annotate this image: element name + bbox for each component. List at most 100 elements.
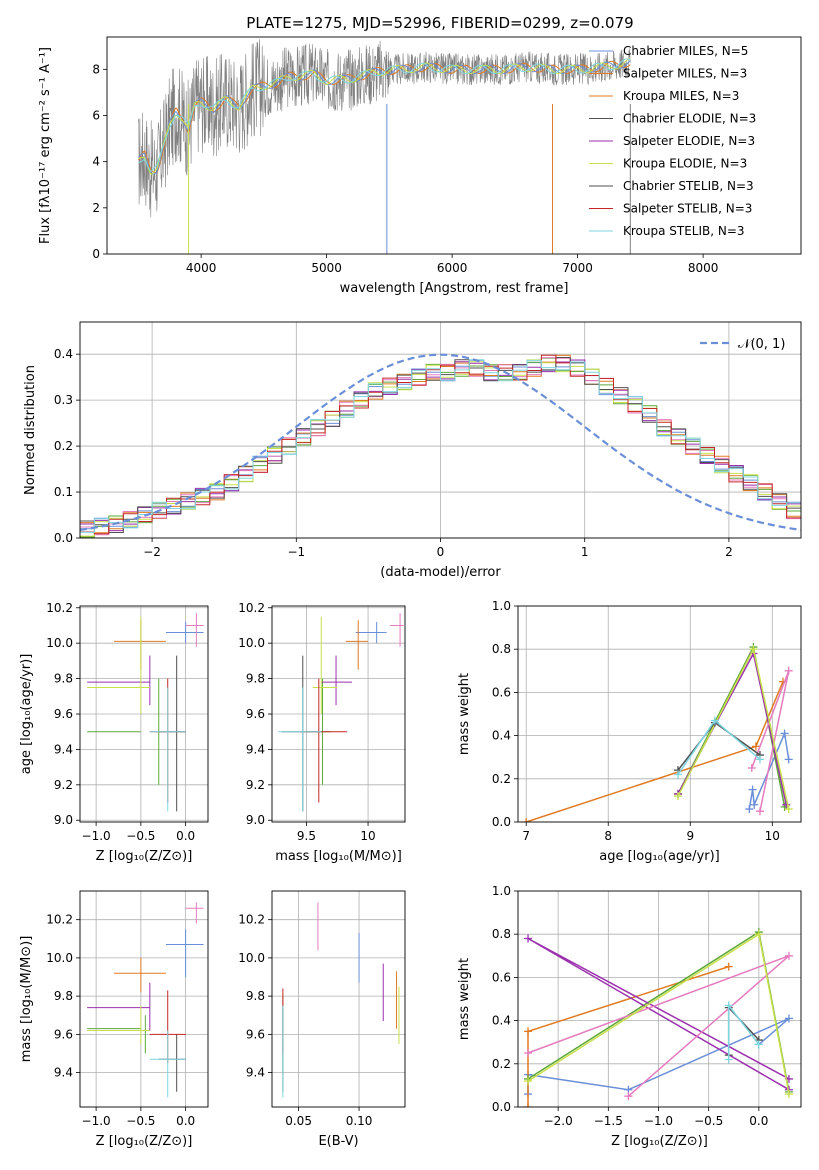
- x-tick-label: −1.5: [594, 1114, 623, 1128]
- x-tick-label: 8000: [688, 261, 719, 275]
- x-tick-label: −0.5: [694, 1114, 723, 1128]
- weight-marker: [524, 1027, 533, 1036]
- y-tick-label: 10.0: [46, 951, 73, 965]
- y-tick-label: 10.2: [46, 601, 73, 615]
- y-tick-label: 0.4: [492, 1014, 511, 1028]
- weight-marker: [784, 805, 793, 814]
- weight-marker: [624, 1092, 633, 1101]
- x-tick-label: −1.0: [82, 829, 111, 843]
- weight-marker: [673, 770, 682, 779]
- weight-marker: [748, 785, 757, 794]
- y-tick-label: 0.0: [492, 815, 511, 829]
- panel-age-vs-Z: −1.0 −0.5 0.0 9.0 9.2 9.4 9.6 9.8 10.0 10.2 Z [log…: [19, 601, 209, 864]
- weight-marker: [524, 1077, 533, 1086]
- axes-frame: [517, 605, 802, 823]
- x-tick-label: 10: [360, 829, 375, 843]
- y-axis-label: mass weight: [457, 958, 472, 1040]
- x-tick-label: −0.5: [126, 1114, 155, 1128]
- x-tick-label: −0.5: [126, 829, 155, 843]
- y-tick-label: 4: [92, 155, 100, 169]
- model-spectrum-line: [138, 57, 631, 176]
- y-tick-label: 10.2: [238, 601, 265, 615]
- y-tick-label: 9.8: [54, 672, 73, 686]
- x-tick-label: 8: [604, 829, 612, 843]
- y-tick-label: 0.8: [492, 927, 511, 941]
- y-axis-label: mass [log₁₀(M/M⊙)]: [19, 936, 34, 1063]
- legend-label: Salpeter MILES, N=3: [623, 67, 747, 81]
- weight-marker: [724, 1001, 733, 1010]
- x-tick-label: 0.0: [176, 1114, 195, 1128]
- y-tick-label: 0.2: [492, 772, 511, 786]
- x-tick-label: 0.0: [176, 829, 195, 843]
- weight-marker: [784, 951, 793, 960]
- legend-label: Chabrier ELODIE, N=3: [623, 112, 756, 126]
- panel-age-vs-mass: 9.5 10 9.0 9.2 9.4 9.6 9.8 10.0 10.2 mass [log₁₀(…: [238, 601, 406, 864]
- legend-label: 𝒩(0, 1): [738, 337, 785, 352]
- plot-area-spectrum: [137, 39, 631, 254]
- x-tick-label: 0.10: [346, 1114, 373, 1128]
- x-axis-label: age [log₁₀(age/yr)]: [599, 849, 720, 864]
- weight-marker: [673, 792, 682, 801]
- weight-marker: [754, 930, 763, 939]
- panel-mass-vs-EBV: 0.05 0.10 9.4 9.6 9.8 10.0 10.2 E(B-V): [238, 890, 406, 1149]
- y-tick-label: 10.0: [238, 636, 265, 650]
- y-tick-label: 0.1: [54, 485, 73, 499]
- y-tick-label: 1.0: [492, 599, 511, 613]
- weight-marker: [749, 645, 758, 654]
- y-tick-label: 0.0: [54, 531, 73, 545]
- y-tick-label: 9.8: [246, 989, 265, 1003]
- x-axis-label: (data-model)/error: [380, 565, 501, 580]
- axes-frame: [517, 890, 802, 1108]
- weight-marker: [780, 729, 789, 738]
- y-tick-label: 0.6: [492, 685, 511, 699]
- y-tick-label: 1.0: [492, 884, 511, 898]
- legend-label: Chabrier MILES, N=5: [623, 44, 748, 58]
- y-tick-label: 10.0: [46, 636, 73, 650]
- legend-label: Salpeter STELIB, N=3: [623, 202, 752, 216]
- plot-area-mass-vs-Z: [80, 891, 208, 1107]
- y-tick-label: 0.0: [492, 1100, 511, 1114]
- plot-area-weight-vs-Z: [518, 891, 801, 1107]
- y-tick-label: 9.2: [54, 778, 73, 792]
- weight-line: [677, 651, 787, 805]
- axes-frame: [79, 321, 802, 539]
- y-tick-label: 9.4: [54, 1066, 73, 1080]
- x-tick-label: 6000: [437, 261, 468, 275]
- weight-marker: [751, 742, 760, 751]
- plot-area-residuals: [80, 322, 801, 538]
- y-axis-label: Flux [fλ10⁻¹⁷ erg cm⁻² s⁻¹ A⁻¹]: [38, 47, 53, 244]
- weight-marker: [747, 764, 756, 772]
- y-tick-label: 9.2: [246, 778, 265, 792]
- weight-marker: [524, 1103, 533, 1107]
- y-tick-label: 9.6: [54, 1027, 73, 1041]
- axes-frame: [271, 890, 406, 1108]
- x-tick-label: 4000: [186, 261, 217, 275]
- x-tick-label: 7: [522, 829, 530, 843]
- weight-marker: [784, 755, 793, 764]
- x-axis-label: Z [log₁₀(Z/Z⊙)]: [96, 1134, 193, 1149]
- weight-marker: [745, 805, 754, 814]
- weight-marker: [784, 1090, 793, 1099]
- panel-weight-vs-age: 7 8 9 10 0.0 0.2 0.4 0.6 0.8 1.0 age [log₁₀(age/yr…: [457, 599, 802, 864]
- weight-marker: [754, 1040, 763, 1049]
- y-tick-label: 9.6: [246, 707, 265, 721]
- y-tick-label: 0.4: [492, 729, 511, 743]
- model-spectrum-line: [137, 60, 631, 174]
- plot-area-age-vs-Z: [80, 606, 208, 822]
- x-tick-label: 7000: [562, 261, 593, 275]
- weight-marker: [784, 666, 793, 675]
- y-tick-label: 9.6: [246, 1027, 265, 1041]
- y-tick-label: 0.3: [54, 393, 73, 407]
- y-tick-label: 0.4: [54, 347, 73, 361]
- legend-label: Kroupa MILES, N=3: [623, 89, 739, 103]
- legend-label: Chabrier STELIB, N=3: [623, 179, 754, 193]
- y-tick-label: 6: [92, 108, 100, 122]
- y-tick-label: 9.6: [54, 707, 73, 721]
- weight-marker: [724, 962, 733, 971]
- y-tick-label: 9.8: [54, 989, 73, 1003]
- residual-histogram: [80, 354, 801, 535]
- observed-spectrum-line: [138, 39, 631, 218]
- plot-area-mass-vs-EBV: [272, 891, 405, 1107]
- x-tick-label: 10: [765, 829, 780, 843]
- panel-residuals: −2 −1 0 1 2 0.0 0.1 0.2 0.3 0.4 (data-model)/error…: [23, 321, 802, 580]
